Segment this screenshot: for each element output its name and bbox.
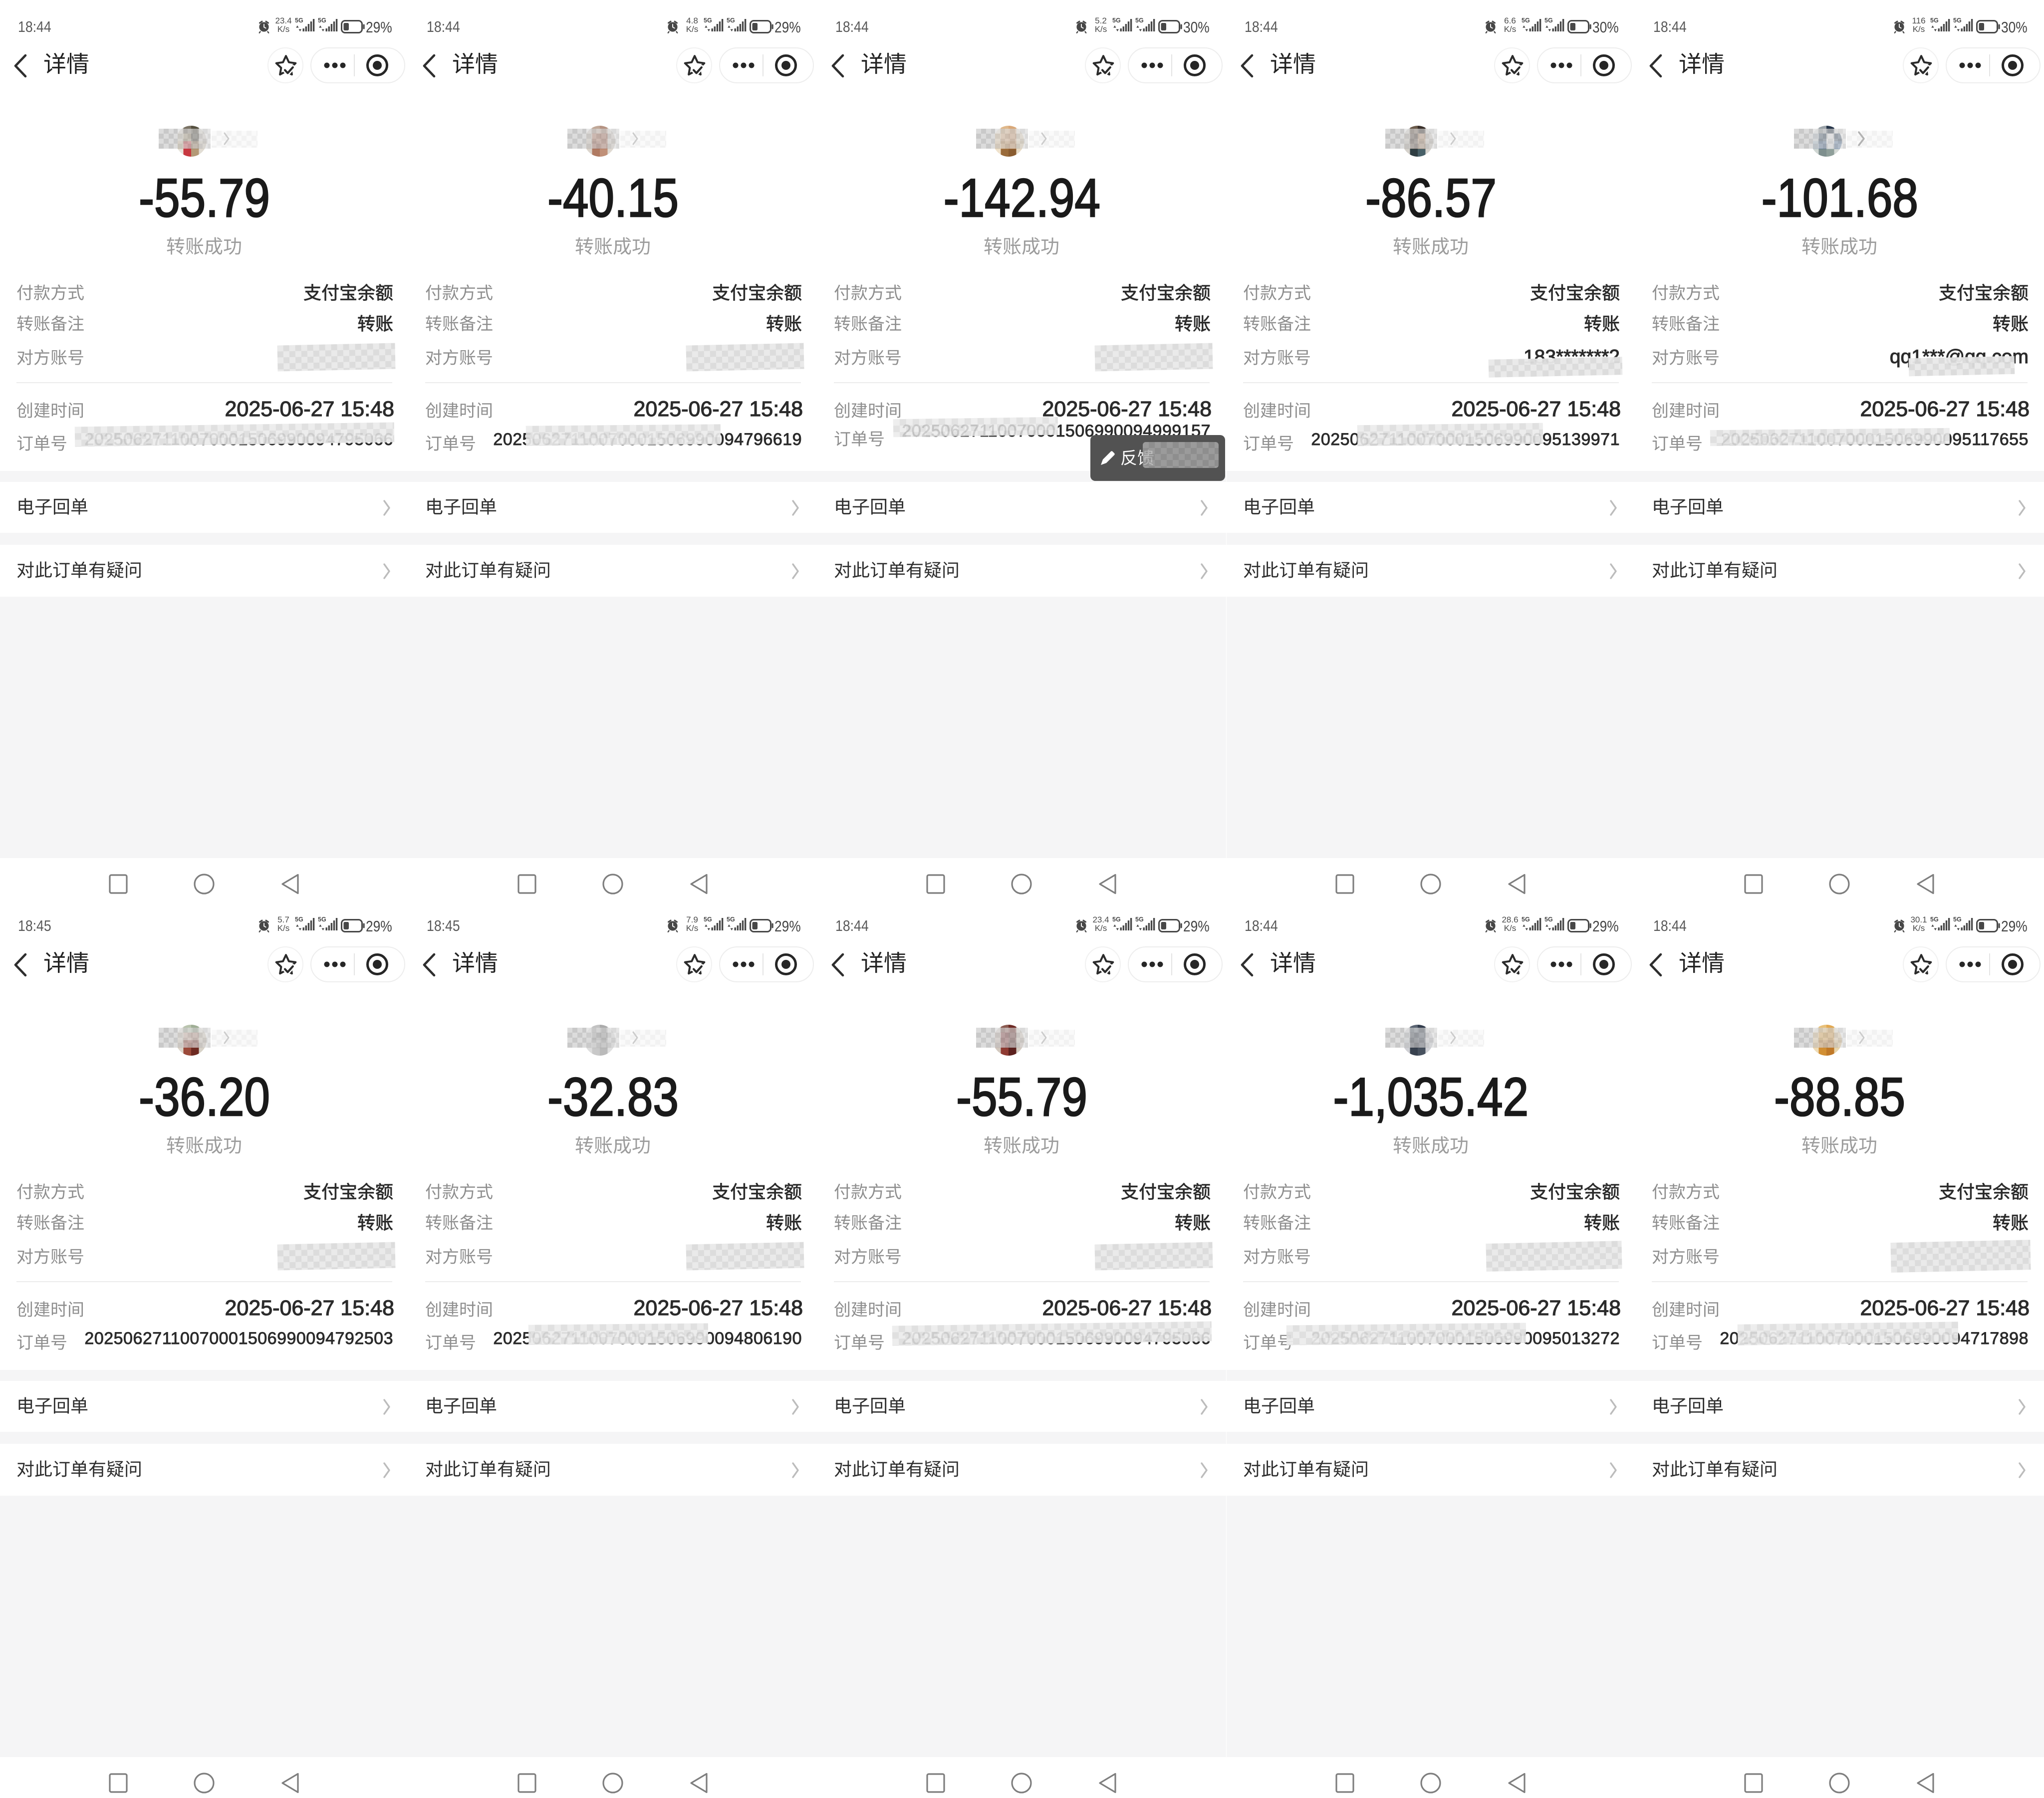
svg-text:5G: 5G	[295, 17, 303, 24]
svg-text:5G: 5G	[1112, 916, 1121, 923]
svg-text:5G: 5G	[727, 17, 735, 24]
svg-text:5G: 5G	[1112, 17, 1121, 24]
svg-text:5G: 5G	[1953, 17, 1962, 24]
svg-text:5G: 5G	[704, 17, 712, 24]
svg-text:5G: 5G	[295, 916, 303, 923]
svg-text:5G: 5G	[1522, 916, 1530, 923]
svg-text:5G: 5G	[1522, 17, 1530, 24]
svg-text:5G: 5G	[1953, 916, 1962, 923]
svg-text:5G: 5G	[1930, 916, 1939, 923]
svg-text:5G: 5G	[1135, 17, 1144, 24]
svg-text:5G: 5G	[1930, 17, 1939, 24]
svg-text:5G: 5G	[318, 17, 326, 24]
svg-text:5G: 5G	[1544, 916, 1553, 923]
svg-text:5G: 5G	[318, 916, 326, 923]
svg-text:5G: 5G	[1135, 916, 1144, 923]
svg-text:5G: 5G	[704, 916, 712, 923]
svg-text:5G: 5G	[727, 916, 735, 923]
svg-text:5G: 5G	[1544, 17, 1553, 24]
